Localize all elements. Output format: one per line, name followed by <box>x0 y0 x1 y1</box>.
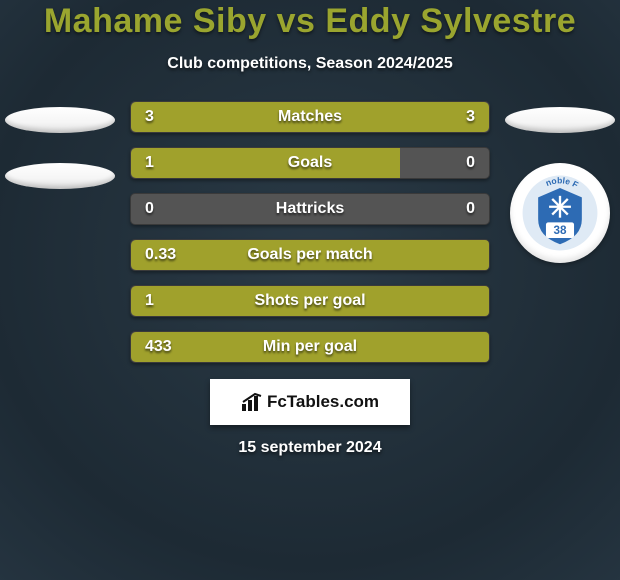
stat-fill-left <box>131 148 400 178</box>
stat-bar: 3 3 Matches <box>130 101 490 133</box>
stat-value-left: 0 <box>145 200 154 218</box>
stat-value-right: 0 <box>466 154 475 172</box>
stat-bar: 1 0 Goals <box>130 147 490 179</box>
stat-bar: 0 0 Hattricks <box>130 193 490 225</box>
footer-brand-text: FcTables.com <box>267 392 379 412</box>
comparison-subtitle: Club competitions, Season 2024/2025 <box>167 55 452 73</box>
footer-brand-box: FcTables.com <box>210 379 410 425</box>
stat-value-left: 0.33 <box>145 246 176 264</box>
right-player-column: noble F 38 <box>500 101 620 263</box>
stat-label: Goals per match <box>247 246 372 264</box>
comparison-title: Mahame Siby vs Eddy Sylvestre <box>44 2 576 41</box>
left-player-column <box>0 101 120 219</box>
stat-bar: 1 Shots per goal <box>130 285 490 317</box>
comparison-main-row: 3 3 Matches 1 0 Goals 0 0 Hattricks 0.33 Goals per… <box>0 101 620 363</box>
stat-label: Goals <box>288 154 332 172</box>
stat-value-left: 1 <box>145 154 154 172</box>
stat-value-left: 433 <box>145 338 172 356</box>
stat-label: Min per goal <box>263 338 357 356</box>
stat-label: Matches <box>278 108 342 126</box>
right-player-club-badge-circle: noble F 38 <box>510 163 610 263</box>
stat-label: Shots per goal <box>254 292 365 310</box>
stat-bar: 0.33 Goals per match <box>130 239 490 271</box>
svg-text:38: 38 <box>553 224 567 237</box>
left-player-club-placeholder <box>5 163 115 189</box>
grenoble-club-badge-icon: noble F 38 <box>521 174 599 252</box>
fctables-logo-icon <box>241 392 265 412</box>
stat-value-left: 1 <box>145 292 154 310</box>
footer-date: 15 september 2024 <box>238 439 381 457</box>
stat-value-right: 3 <box>466 108 475 126</box>
stat-value-right: 0 <box>466 200 475 218</box>
stat-label: Hattricks <box>276 200 344 218</box>
right-player-name-placeholder <box>505 107 615 133</box>
stat-bar: 433 Min per goal <box>130 331 490 363</box>
stat-value-left: 3 <box>145 108 154 126</box>
left-player-name-placeholder <box>5 107 115 133</box>
stat-bars-column: 3 3 Matches 1 0 Goals 0 0 Hattricks 0.33 Goals per… <box>130 101 490 363</box>
